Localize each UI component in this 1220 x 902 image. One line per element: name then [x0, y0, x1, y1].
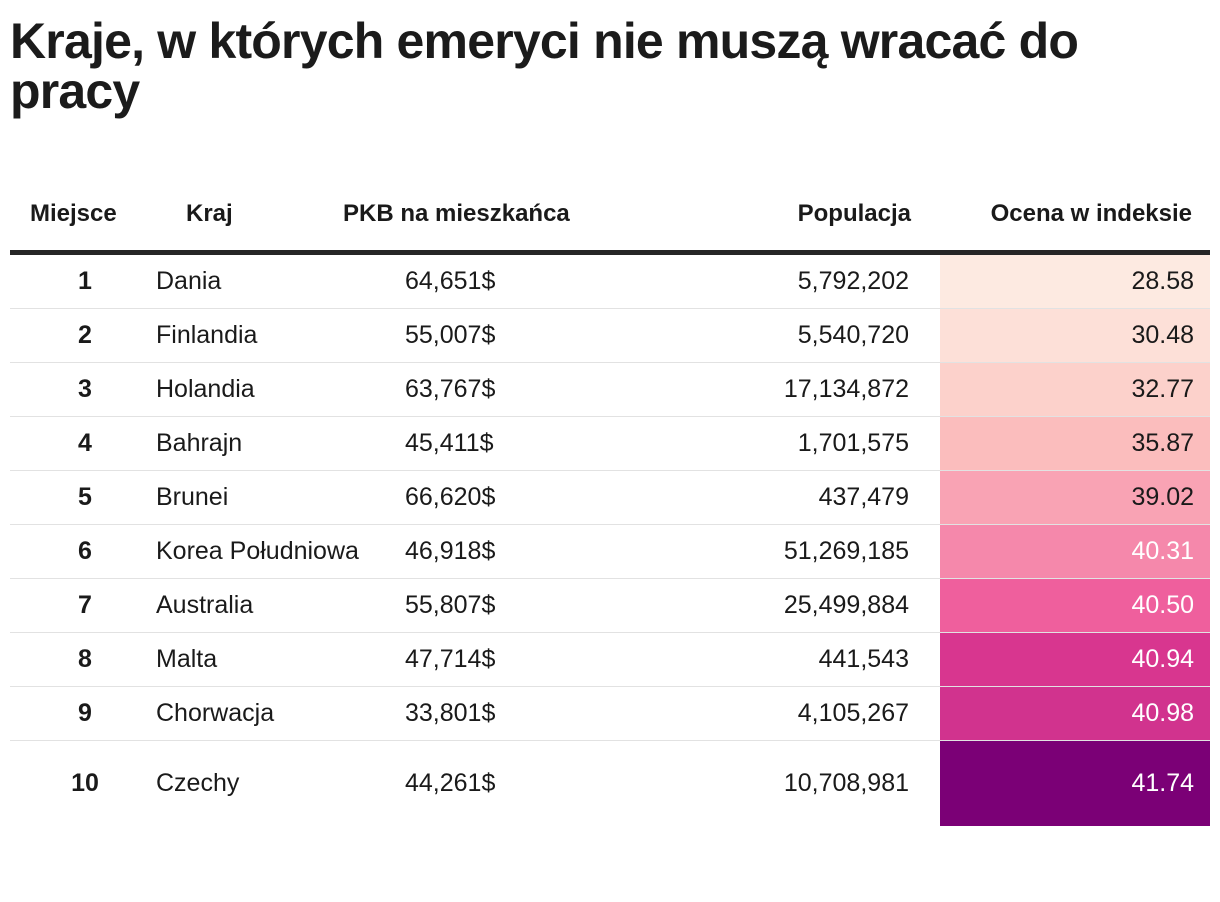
- table-row: 5 Brunei 66,620$ 437,479 39.02: [10, 471, 1210, 525]
- country-cell: Finlandia: [156, 321, 258, 349]
- population-cell: 51,269,185: [783, 537, 909, 565]
- score-cell: 41.74: [940, 741, 1210, 826]
- rank-cell: 5: [78, 483, 92, 511]
- column-header-country: Kraj: [186, 200, 233, 227]
- table-row: 8 Malta 47,714$ 441,543 40.94: [10, 633, 1210, 687]
- table-header: Miejsce Kraj PKB na mieszkańca Populacja…: [10, 184, 1210, 255]
- population-cell: 10,708,981: [783, 769, 909, 797]
- rank-cell: 9: [78, 699, 92, 727]
- country-cell: Dania: [156, 267, 222, 295]
- column-header-rank: Miejsce: [30, 200, 117, 227]
- score-cell: 40.98: [940, 687, 1210, 740]
- gdp-cell: 55,007$: [405, 321, 496, 349]
- population-cell: 4,105,267: [797, 699, 909, 727]
- table-row: 1 Dania 64,651$ 5,792,202 28.58: [10, 255, 1210, 309]
- country-cell: Malta: [156, 645, 218, 673]
- population-cell: 5,792,202: [797, 267, 909, 295]
- score-cell: 30.48: [940, 309, 1210, 362]
- country-cell: Australia: [156, 591, 254, 619]
- rank-cell: 6: [78, 537, 92, 565]
- table-row: 4 Bahrajn 45,411$ 1,701,575 35.87: [10, 417, 1210, 471]
- rank-cell: 3: [78, 375, 92, 403]
- table-row: 3 Holandia 63,767$ 17,134,872 32.77: [10, 363, 1210, 417]
- rank-cell: 4: [78, 429, 92, 457]
- population-cell: 5,540,720: [797, 321, 909, 349]
- gdp-cell: 63,767$: [405, 375, 496, 403]
- score-cell: 28.58: [940, 255, 1210, 308]
- gdp-cell: 55,807$: [405, 591, 496, 619]
- country-cell: Czechy: [156, 769, 240, 797]
- population-cell: 437,479: [818, 483, 909, 511]
- population-cell: 17,134,872: [783, 375, 909, 403]
- table-row: 9 Chorwacja 33,801$ 4,105,267 40.98: [10, 687, 1210, 741]
- column-header-gdp: PKB na mieszkańca: [343, 200, 570, 227]
- rank-cell: 1: [78, 267, 92, 295]
- score-cell: 40.31: [940, 525, 1210, 578]
- gdp-cell: 47,714$: [405, 645, 496, 673]
- population-cell: 25,499,884: [783, 591, 909, 619]
- country-cell: Holandia: [156, 375, 255, 403]
- population-cell: 1,701,575: [797, 429, 909, 457]
- gdp-cell: 64,651$: [405, 267, 496, 295]
- score-cell: 40.94: [940, 633, 1210, 686]
- column-header-population: Populacja: [797, 200, 911, 227]
- country-cell: Korea Południowa: [156, 537, 359, 565]
- table-row: 2 Finlandia 55,007$ 5,540,720 30.48: [10, 309, 1210, 363]
- country-cell: Brunei: [156, 483, 229, 511]
- gdp-cell: 66,620$: [405, 483, 496, 511]
- country-cell: Chorwacja: [156, 699, 275, 727]
- gdp-cell: 44,261$: [405, 769, 496, 797]
- chart-title: Kraje, w których emeryci nie muszą wraca…: [10, 13, 1079, 119]
- ranking-table: Miejsce Kraj PKB na mieszkańca Populacja…: [10, 184, 1210, 826]
- score-cell: 39.02: [940, 471, 1210, 524]
- table-body: 1 Dania 64,651$ 5,792,202 28.58 2 Finlandia 55,…: [10, 255, 1210, 826]
- country-cell: Bahrajn: [156, 429, 243, 457]
- rank-cell: 7: [78, 591, 92, 619]
- population-cell: 441,543: [818, 645, 909, 673]
- rank-cell: 8: [78, 645, 92, 673]
- gdp-cell: 45,411$: [405, 429, 494, 457]
- rank-cell: 2: [78, 321, 92, 349]
- gdp-cell: 46,918$: [405, 537, 496, 565]
- table-row: 7 Australia 55,807$ 25,499,884 40.50: [10, 579, 1210, 633]
- gdp-cell: 33,801$: [405, 699, 496, 727]
- score-cell: 35.87: [940, 417, 1210, 470]
- table-row: 6 Korea Południowa 46,918$ 51,269,185 40.31: [10, 525, 1210, 579]
- table-row: 10 Czechy 44,261$ 10,708,981 41.74: [10, 741, 1210, 826]
- rank-cell: 10: [71, 769, 99, 797]
- score-cell: 40.50: [940, 579, 1210, 632]
- score-cell: 32.77: [940, 363, 1210, 416]
- column-header-score: Ocena w indeksie: [990, 200, 1192, 227]
